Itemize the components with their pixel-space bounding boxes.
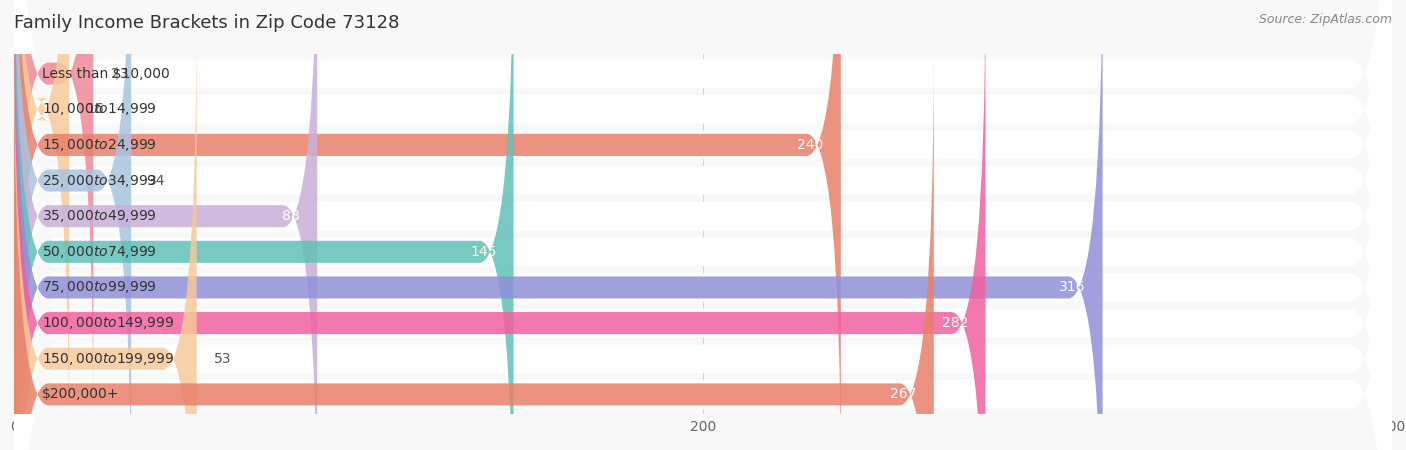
FancyBboxPatch shape xyxy=(14,0,1392,450)
Text: $25,000 to $34,999: $25,000 to $34,999 xyxy=(42,172,156,189)
FancyBboxPatch shape xyxy=(14,0,93,419)
FancyBboxPatch shape xyxy=(14,0,131,450)
Text: 267: 267 xyxy=(890,387,917,401)
FancyBboxPatch shape xyxy=(14,0,1102,450)
Text: $10,000 to $14,999: $10,000 to $14,999 xyxy=(42,101,156,117)
FancyBboxPatch shape xyxy=(14,0,513,450)
Text: 282: 282 xyxy=(942,316,969,330)
Text: Source: ZipAtlas.com: Source: ZipAtlas.com xyxy=(1258,14,1392,27)
FancyBboxPatch shape xyxy=(14,0,1392,450)
Text: 23: 23 xyxy=(111,67,128,81)
Text: 88: 88 xyxy=(283,209,299,223)
FancyBboxPatch shape xyxy=(14,14,197,450)
Text: Less than $10,000: Less than $10,000 xyxy=(42,67,169,81)
Text: $35,000 to $49,999: $35,000 to $49,999 xyxy=(42,208,156,224)
Text: 145: 145 xyxy=(470,245,496,259)
FancyBboxPatch shape xyxy=(14,0,1392,450)
FancyBboxPatch shape xyxy=(14,0,1392,450)
FancyBboxPatch shape xyxy=(14,0,1392,450)
FancyBboxPatch shape xyxy=(14,0,1392,450)
FancyBboxPatch shape xyxy=(14,49,934,450)
FancyBboxPatch shape xyxy=(14,0,1392,450)
FancyBboxPatch shape xyxy=(14,0,318,450)
Text: $50,000 to $74,999: $50,000 to $74,999 xyxy=(42,244,156,260)
FancyBboxPatch shape xyxy=(14,0,69,450)
Text: 16: 16 xyxy=(86,102,104,116)
FancyBboxPatch shape xyxy=(14,0,1392,450)
FancyBboxPatch shape xyxy=(14,0,1392,450)
Text: $15,000 to $24,999: $15,000 to $24,999 xyxy=(42,137,156,153)
Text: $150,000 to $199,999: $150,000 to $199,999 xyxy=(42,351,174,367)
FancyBboxPatch shape xyxy=(14,0,841,450)
Text: $200,000+: $200,000+ xyxy=(42,387,120,401)
Text: 34: 34 xyxy=(149,174,166,188)
FancyBboxPatch shape xyxy=(14,0,986,450)
Text: $100,000 to $149,999: $100,000 to $149,999 xyxy=(42,315,174,331)
Text: $75,000 to $99,999: $75,000 to $99,999 xyxy=(42,279,156,296)
Text: Family Income Brackets in Zip Code 73128: Family Income Brackets in Zip Code 73128 xyxy=(14,14,399,32)
Text: 53: 53 xyxy=(214,352,232,366)
FancyBboxPatch shape xyxy=(14,0,1392,450)
Text: 240: 240 xyxy=(797,138,824,152)
Text: 316: 316 xyxy=(1059,280,1085,294)
